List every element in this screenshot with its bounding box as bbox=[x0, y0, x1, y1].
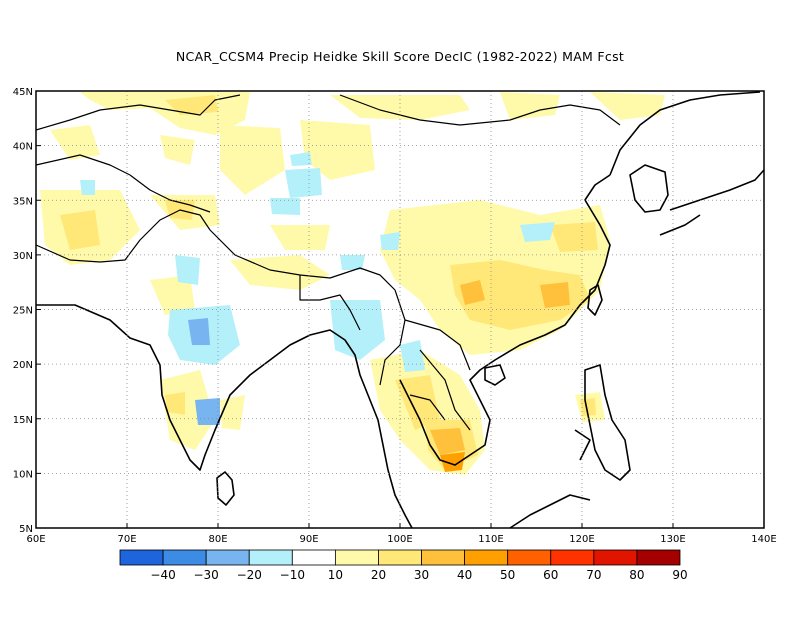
colorbar-label: 50 bbox=[500, 568, 515, 582]
colorbar-label: 70 bbox=[586, 568, 601, 582]
colorbar-swatch bbox=[291, 549, 336, 566]
colorbar-swatch bbox=[507, 549, 552, 566]
colorbar-swatch bbox=[593, 549, 638, 566]
colorbar-label: 20 bbox=[371, 568, 386, 582]
colorbar-swatch bbox=[162, 549, 207, 566]
x-tick-label: 60E bbox=[26, 534, 45, 545]
colorbar-swatch bbox=[119, 549, 164, 566]
colorbar-label: −40 bbox=[150, 568, 175, 582]
colorbar-label: 90 bbox=[672, 568, 687, 582]
y-axis-ticks: 5N 10N 15N 20N 25N 30N 35N 40N 45N bbox=[13, 87, 41, 535]
colorbar-swatch bbox=[464, 549, 509, 566]
y-tick-label: 15N bbox=[13, 415, 33, 426]
colorbar-label: 40 bbox=[457, 568, 472, 582]
x-tick-label: 110E bbox=[478, 534, 503, 545]
colorbar-swatch bbox=[550, 549, 595, 566]
colorbar: −40 −30 −20 −10 10 20 30 40 50 60 70 80 90 bbox=[119, 549, 688, 582]
x-tick-label: 70E bbox=[117, 534, 136, 545]
y-tick-label: 20N bbox=[13, 360, 33, 371]
colorbar-label: 10 bbox=[328, 568, 343, 582]
x-tick-label: 100E bbox=[387, 534, 412, 545]
x-tick-label: 80E bbox=[208, 534, 227, 545]
y-tick-label: 35N bbox=[13, 196, 33, 207]
x-axis-ticks: 60E 70E 80E 90E 100E 110E 120E 130E 140E bbox=[26, 523, 777, 545]
coastlines bbox=[36, 91, 765, 529]
y-tick-label: 10N bbox=[13, 469, 33, 480]
y-tick-label: 25N bbox=[13, 306, 33, 317]
colorbar-swatch bbox=[378, 549, 422, 566]
colorbar-label: 80 bbox=[629, 568, 644, 582]
colorbar-swatch bbox=[334, 549, 379, 566]
colorbar-swatch bbox=[205, 549, 250, 566]
y-tick-label: 30N bbox=[13, 251, 33, 262]
colorbar-label: 30 bbox=[414, 568, 429, 582]
gridlines bbox=[36, 91, 764, 528]
x-tick-label: 90E bbox=[299, 534, 318, 545]
x-tick-label: 120E bbox=[569, 534, 594, 545]
y-tick-label: 40N bbox=[13, 142, 33, 153]
y-tick-label: 45N bbox=[13, 87, 33, 98]
x-tick-label: 130E bbox=[660, 534, 685, 545]
colorbar-swatch bbox=[248, 549, 293, 566]
y-tick-label: 5N bbox=[19, 524, 33, 535]
borders bbox=[35, 94, 621, 431]
colorbar-label: 60 bbox=[543, 568, 558, 582]
colorbar-label: −20 bbox=[237, 568, 262, 582]
page-title: NCAR_CCSM4 Precip Heidke Skill Score Dec… bbox=[175, 49, 625, 64]
x-tick-label: 140E bbox=[751, 534, 776, 545]
skill-shading bbox=[40, 92, 665, 475]
colorbar-swatch bbox=[636, 549, 681, 566]
colorbar-label: −30 bbox=[193, 568, 218, 582]
colorbar-label: −10 bbox=[280, 568, 305, 582]
colorbar-swatch bbox=[421, 549, 466, 566]
